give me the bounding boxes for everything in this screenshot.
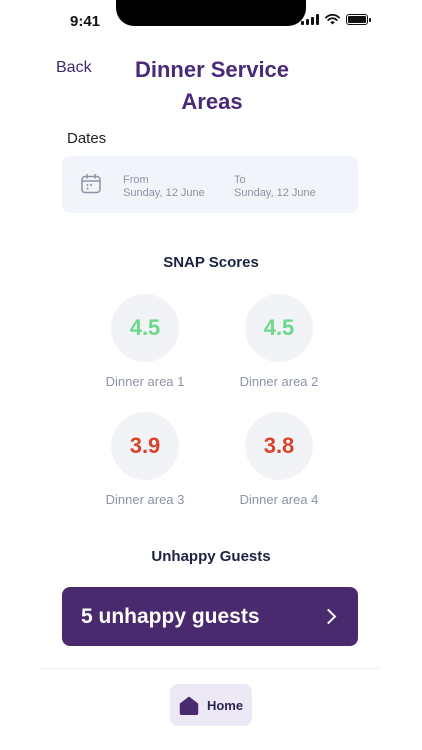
date-from-label: From: [123, 174, 149, 186]
back-button[interactable]: Back: [56, 59, 92, 76]
nav-home-label: Home: [206, 697, 244, 713]
date-range-picker[interactable]: From Sunday, 12 June To Sunday, 12 June: [62, 156, 358, 213]
score-card-area-2[interactable]: 4.5 Dinner area 2: [224, 294, 334, 389]
date-from[interactable]: From Sunday, 12 June: [123, 174, 205, 200]
unhappy-guests-title: Unhappy Guests: [151, 548, 271, 565]
score-label: Dinner area 2: [239, 374, 319, 389]
dates-label: Dates: [67, 130, 107, 147]
score-label: Dinner area 1: [105, 374, 185, 389]
chevron-right-icon: [320, 608, 337, 625]
signal-icon: [301, 14, 319, 25]
score-card-area-1[interactable]: 4.5 Dinner area 1: [90, 294, 200, 389]
score-label: Dinner area 3: [105, 492, 185, 507]
unhappy-guests-button[interactable]: 5 unhappy guests: [62, 587, 358, 646]
date-to-label: To: [234, 174, 246, 186]
score-value: 4.5: [245, 294, 313, 362]
battery-icon: [346, 14, 371, 25]
score-label: Dinner area 4: [239, 492, 319, 507]
nav-home-tab[interactable]: Home: [170, 684, 252, 726]
status-time: 9:41: [70, 13, 101, 30]
home-icon: [179, 696, 199, 715]
notch: [116, 0, 306, 26]
score-card-area-3[interactable]: 3.9 Dinner area 3: [90, 412, 200, 507]
score-card-area-4[interactable]: 3.8 Dinner area 4: [224, 412, 334, 507]
status-bar: 9:41: [0, 0, 422, 40]
snap-scores-title: SNAP Scores: [163, 254, 259, 271]
bottom-divider: [40, 668, 380, 669]
unhappy-guests-label: 5 unhappy guests: [81, 604, 260, 628]
calendar-icon: [81, 173, 101, 194]
score-value: 4.5: [111, 294, 179, 362]
score-value: 3.8: [245, 412, 313, 480]
date-from-value: Sunday, 12 June: [123, 187, 205, 199]
date-to[interactable]: To Sunday, 12 June: [234, 174, 316, 200]
status-icons: [301, 14, 371, 25]
date-to-value: Sunday, 12 June: [234, 187, 316, 199]
wifi-icon: [325, 14, 340, 25]
score-value: 3.9: [111, 412, 179, 480]
page-title: Dinner Service Areas: [134, 57, 290, 114]
